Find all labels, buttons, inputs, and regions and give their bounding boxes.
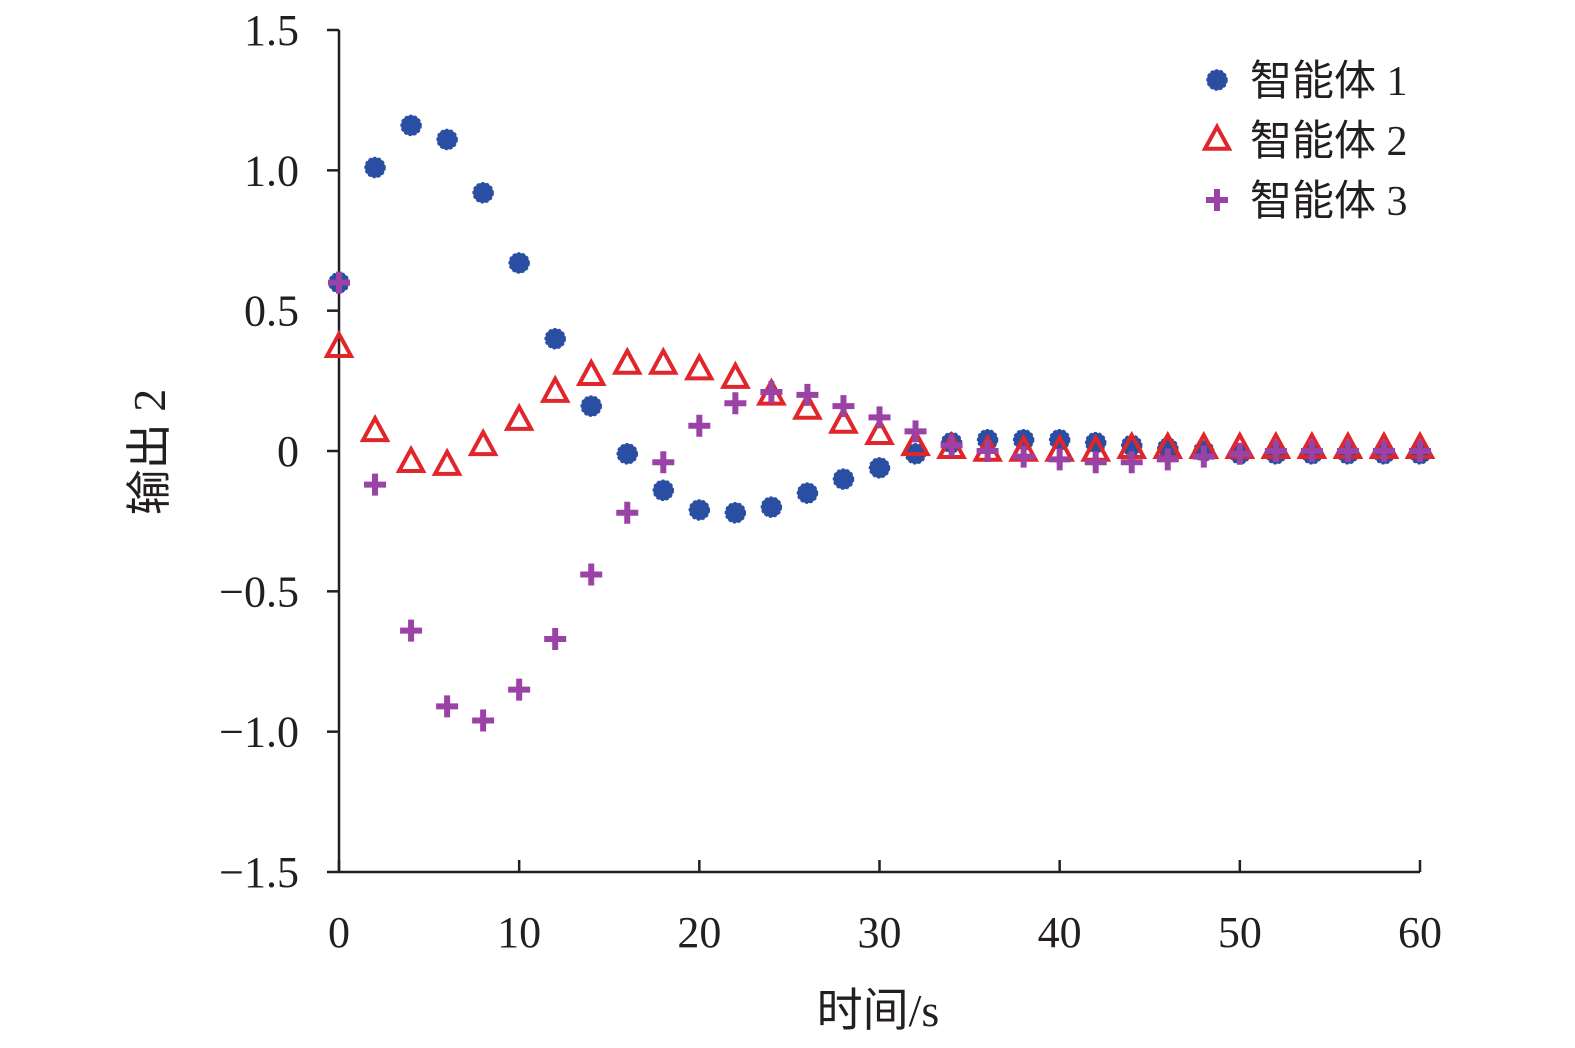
series-3-point — [1084, 451, 1107, 474]
series-3-point — [1192, 445, 1215, 468]
series-3-point — [832, 395, 855, 418]
y-tick-label: 1.0 — [244, 146, 299, 195]
series-3-point — [436, 695, 459, 718]
series-1-point — [508, 252, 530, 274]
y-axis-title: 输出 2 — [124, 389, 175, 516]
legend-label-2: 智能体 2 — [1250, 119, 1408, 165]
x-tick-label: 50 — [1218, 908, 1262, 957]
series-3-point — [1120, 451, 1143, 474]
x-tick-label: 30 — [858, 908, 902, 957]
series-3-point — [472, 709, 495, 732]
y-tick-label: 1.5 — [244, 6, 299, 55]
y-ticks: 1.5 1.0 0.5 0 −0.5 −1.0 −1.5 — [219, 6, 339, 897]
y-tick-label: 0.5 — [244, 287, 299, 336]
y-tick-label: −1.0 — [219, 708, 299, 757]
series-2-point — [647, 346, 679, 375]
series-1-point — [616, 443, 639, 465]
x-ticks: 0 10 20 30 40 50 60 — [328, 860, 1442, 957]
series-3-point — [724, 392, 747, 415]
series-3-point — [760, 381, 783, 404]
series-3-point — [940, 434, 963, 457]
legend-item-1: 智能体 1 — [1206, 59, 1408, 105]
x-tick-label: 0 — [328, 908, 350, 957]
series-2-point — [900, 428, 931, 457]
series-3-point — [1156, 448, 1179, 471]
series-2-point — [467, 428, 499, 457]
x-axis-title: 时间/s — [817, 985, 940, 1036]
series-2-point — [395, 444, 427, 474]
x-tick-label: 20 — [677, 908, 721, 957]
y-tick-label: −0.5 — [219, 567, 299, 616]
y-tick-label: −1.5 — [219, 848, 299, 897]
series-1-point — [472, 182, 494, 204]
legend-marker-2 — [1201, 122, 1233, 151]
series-1-point — [868, 457, 891, 479]
series-3-point — [1300, 440, 1323, 462]
series-1-point — [436, 128, 458, 151]
series-3-point — [1372, 440, 1395, 462]
series-3-point — [508, 678, 531, 701]
series-3-point — [544, 628, 567, 651]
series-1-point — [580, 395, 602, 417]
series-3-point — [328, 271, 350, 294]
series-3-point — [796, 383, 819, 406]
series-1-point — [832, 468, 855, 490]
series-3-point — [904, 420, 927, 443]
series-1-point — [364, 156, 386, 179]
series-3-point — [688, 414, 711, 437]
x-tick-label: 60 — [1398, 908, 1442, 957]
series-2-point — [323, 329, 355, 358]
series-3-point — [1409, 440, 1431, 462]
legend-item-2: 智能体 2 — [1201, 119, 1408, 165]
series-3-point — [400, 619, 423, 642]
series-3-point — [1264, 440, 1287, 462]
series-1-point — [652, 479, 675, 502]
y-tick-label: 0 — [277, 427, 299, 476]
legend-marker-3 — [1206, 189, 1228, 211]
x-tick-label: 40 — [1038, 908, 1082, 957]
series-3-point — [1228, 442, 1251, 465]
series-2-point — [864, 416, 895, 445]
series-1 — [328, 114, 1431, 524]
series-2-point — [611, 346, 643, 375]
series-2-point — [792, 391, 823, 420]
series-2-point — [683, 352, 715, 381]
series-1-point — [544, 327, 566, 350]
series-2-point — [575, 357, 607, 387]
series-3-point — [1336, 440, 1359, 462]
series-2-point — [503, 402, 535, 431]
series-3-point — [868, 406, 891, 429]
series-3-point — [976, 440, 999, 462]
legend: 智能体 1 智能体 2 智能体 3 — [1201, 59, 1408, 225]
series-3-point — [1048, 448, 1071, 471]
series-1-point — [760, 496, 783, 518]
legend-marker-1 — [1206, 69, 1228, 91]
series-1-point — [724, 501, 747, 524]
legend-label-1: 智能体 1 — [1250, 59, 1408, 105]
series-1-point — [796, 482, 819, 504]
series-1-point — [400, 114, 422, 137]
series-3-point — [1012, 445, 1035, 468]
series-2-point — [539, 374, 571, 403]
series-3-point — [616, 501, 639, 524]
series-3-point — [580, 563, 603, 586]
x-tick-label: 10 — [497, 908, 541, 957]
series-2-point — [359, 413, 391, 443]
series-3-point — [364, 473, 387, 496]
series-2-point — [828, 405, 859, 434]
series-2-point — [719, 360, 751, 389]
series-3-point — [652, 451, 675, 474]
series-3 — [328, 271, 1431, 732]
series-layer — [323, 114, 1436, 732]
legend-item-3: 智能体 3 — [1206, 179, 1408, 225]
legend-label-3: 智能体 3 — [1250, 179, 1408, 225]
series-1-point — [688, 499, 711, 521]
series-2-point — [431, 447, 463, 476]
